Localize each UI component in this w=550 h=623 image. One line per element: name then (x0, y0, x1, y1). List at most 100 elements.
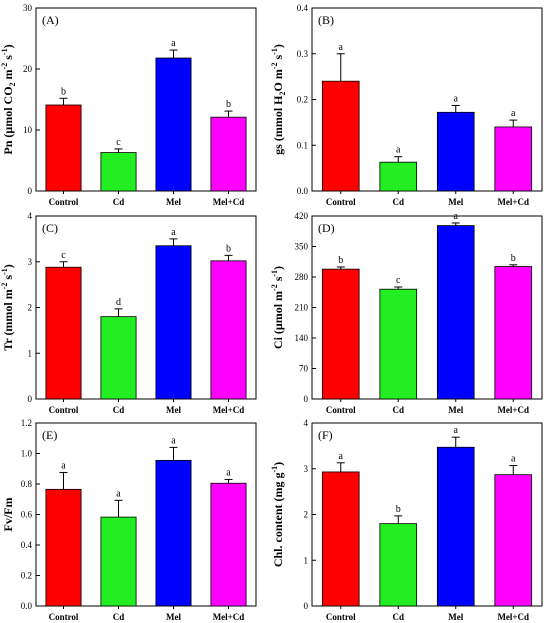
bar-cd (379, 288, 418, 400)
y-axis-label: Fv/Fm (1, 498, 15, 532)
significance-letter: a (396, 145, 401, 156)
y-tick-label: 20 (23, 64, 33, 74)
y-axis-label: Ci (μmol m-2 s-1) (270, 266, 285, 349)
y-axis-label-part: -2 (270, 63, 279, 70)
bar-mel-plus-cd (210, 482, 247, 607)
y-axis-label: Tr (mmol m-2 s-1) (0, 264, 15, 351)
panel-label: (C) (42, 221, 58, 235)
significance-letter: a (454, 93, 459, 104)
chart-panel-6: 0 1 2 3 4 a Control b Cd a Mel a Mel+Cd (F) Chl. conte… (270, 418, 543, 622)
significance-letter: b (511, 253, 516, 264)
panel-label: (D) (318, 221, 335, 235)
x-tick-label: Control (49, 197, 79, 207)
y-tick-label: 2 (304, 510, 309, 520)
significance-letter: a (339, 42, 344, 53)
y-axis-label-part: 2 (8, 82, 17, 86)
significance-letter: a (511, 454, 516, 465)
bar-control (321, 268, 360, 400)
y-tick-label: 1.2 (21, 418, 32, 428)
y-tick-label: 70 (299, 364, 309, 374)
y-tick-label: 10 (23, 125, 33, 135)
y-axis-label-part: 2 (278, 92, 287, 96)
bar-mel-plus-cd (494, 126, 533, 192)
x-tick-label: Cd (113, 612, 125, 622)
y-tick-label: 280 (295, 272, 309, 282)
y-axis-label-part: ) (271, 462, 285, 466)
y-axis-label-part: -1 (270, 270, 279, 277)
y-axis-label-part: s (271, 276, 285, 284)
y-tick-label: 30 (23, 3, 33, 13)
chart-panel-2: 0.0 0.1 0.2 0.3 0.4 a Control a Cd a Mel a Mel+Cd (B)… (270, 3, 543, 207)
x-tick-label: Control (49, 405, 79, 415)
x-tick-label: Cd (392, 405, 404, 415)
significance-letter: a (171, 435, 176, 446)
x-tick-label: Mel (166, 405, 181, 415)
bar-control (45, 104, 82, 192)
bar-cd (379, 523, 418, 607)
y-tick-label: 1 (28, 348, 33, 358)
y-tick-label: 210 (295, 303, 309, 313)
x-tick-label: Cd (392, 612, 404, 622)
x-tick-label: Control (49, 612, 79, 622)
significance-letter: a (454, 425, 459, 436)
bar-cd (100, 152, 137, 192)
significance-letter: a (171, 38, 176, 49)
x-tick-label: Mel+Cd (213, 197, 245, 207)
y-axis-label-part: -2 (0, 283, 9, 290)
significance-letter: c (396, 275, 401, 286)
y-axis-label-part: Pn (μmol CO (1, 86, 15, 154)
significance-letter: a (226, 467, 231, 478)
bar-mel-plus-cd (494, 266, 533, 400)
y-axis-label-part: ) (1, 264, 15, 268)
bar-mel-plus-cd (210, 116, 247, 192)
y-tick-label: 140 (295, 333, 309, 343)
significance-letter: d (116, 297, 121, 308)
y-axis-label-part: -1 (270, 466, 279, 473)
y-tick-label: 0.2 (297, 95, 308, 105)
y-tick-label: 0 (28, 186, 33, 196)
y-axis-label: Pn (μmol CO2 m-2 s-1) (0, 44, 17, 154)
y-axis-label-part: -2 (270, 284, 279, 291)
y-tick-label: 0 (28, 394, 33, 404)
y-tick-label: 0.2 (21, 571, 32, 581)
panel-label: (B) (318, 13, 334, 27)
y-tick-label: 3 (28, 257, 33, 267)
bar-control (321, 471, 360, 607)
bar-mel (155, 245, 192, 400)
y-axis-label-part: Ci (μmol m (271, 291, 285, 349)
significance-letter: b (396, 504, 401, 515)
bar-mel (436, 225, 475, 400)
x-tick-label: Mel (448, 197, 463, 207)
y-tick-label: 0.8 (21, 479, 33, 489)
y-tick-label: 1 (304, 555, 309, 565)
x-tick-label: Cd (392, 197, 404, 207)
significance-letter: b (226, 99, 231, 110)
y-axis-label-part: ) (271, 266, 285, 270)
y-tick-label: 2 (28, 303, 33, 313)
bar-control (45, 266, 82, 400)
x-tick-label: Mel (166, 197, 181, 207)
panel-label: (A) (42, 13, 59, 27)
x-tick-label: Control (326, 405, 356, 415)
chart-panel-4: 0 70 140 210 280 350 420 b Control c Cd a Mel b Mel+Cd… (270, 211, 543, 415)
x-tick-label: Mel (448, 612, 463, 622)
y-tick-label: 3 (304, 464, 309, 474)
y-axis-label-part: s (1, 275, 15, 283)
bar-cd (100, 316, 137, 400)
bar-mel-plus-cd (494, 474, 533, 607)
y-axis-label-part: s (271, 55, 285, 63)
significance-letter: b (226, 243, 231, 254)
y-axis-label-part: m (1, 69, 15, 82)
y-axis-label-part: s (1, 55, 15, 63)
y-axis-label-part: -1 (0, 48, 9, 55)
significance-letter: a (511, 108, 516, 119)
bar-cd (379, 161, 418, 192)
significance-letter: a (454, 211, 459, 222)
significance-letter: c (116, 137, 121, 148)
panel-label: (E) (42, 428, 57, 442)
y-axis-label-part: O m (271, 69, 285, 91)
significance-letter: a (116, 488, 121, 499)
x-tick-label: Cd (113, 405, 125, 415)
y-axis-label-part: Chl. content (mg g (271, 473, 285, 568)
y-tick-label: 0.4 (21, 540, 33, 550)
